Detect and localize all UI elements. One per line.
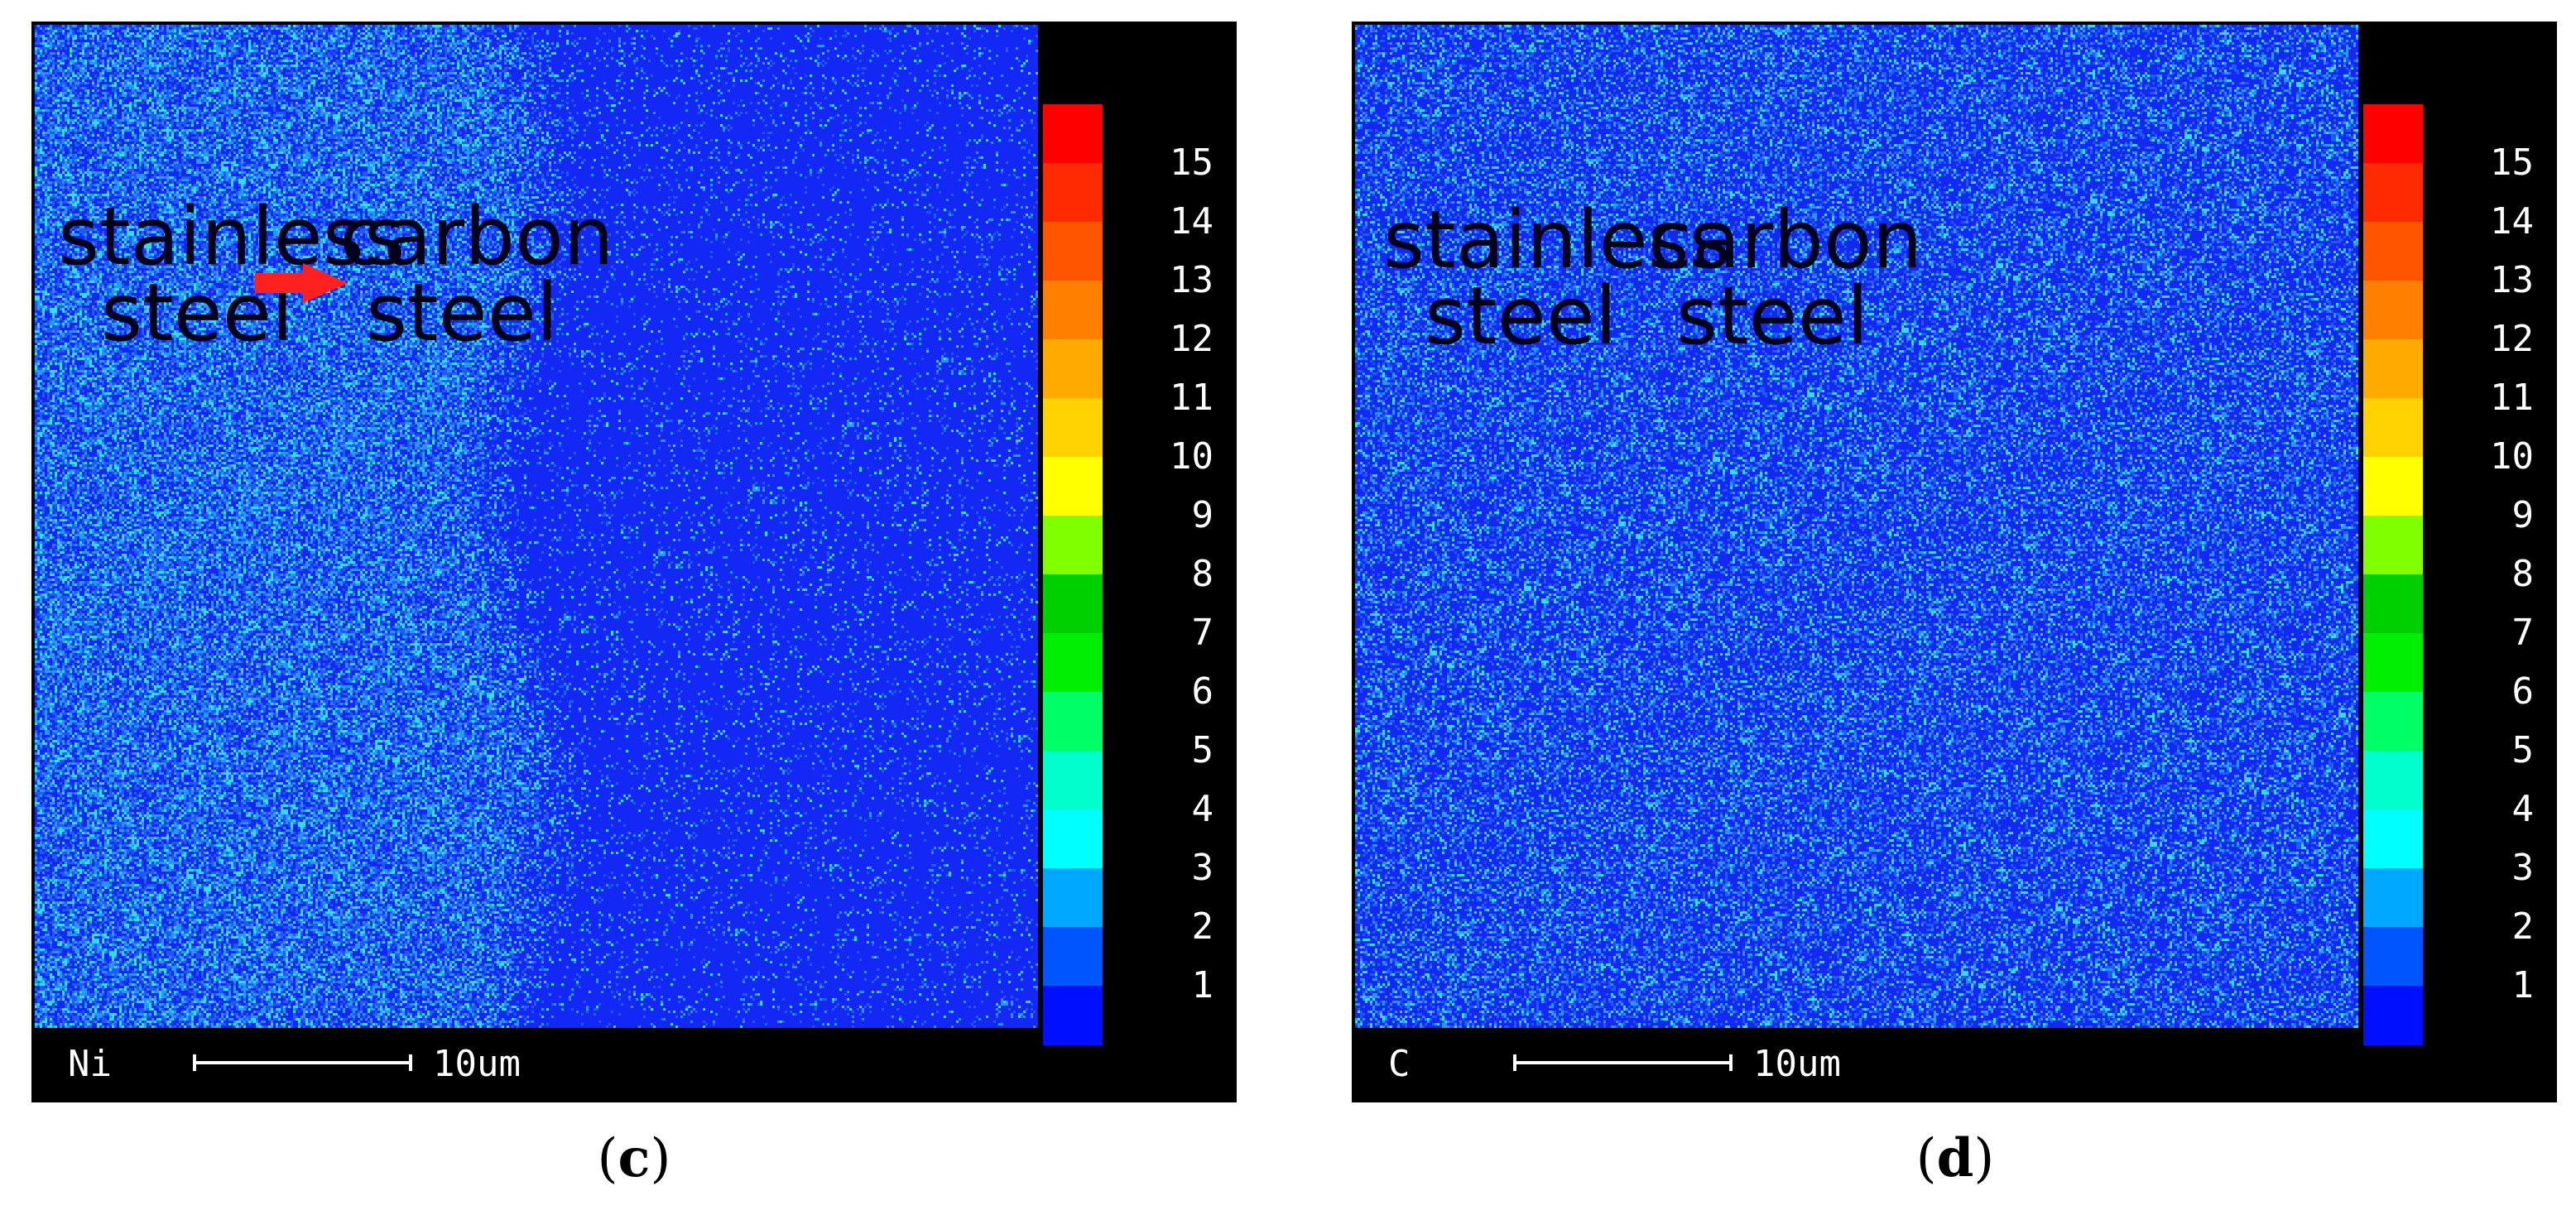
colorbar-swatch <box>1043 751 1103 810</box>
steel-label-right: steel <box>1676 270 1869 363</box>
colorbar-tick-label: 15 <box>1170 142 1214 184</box>
colorbar-tick-label: 1 <box>1191 964 1214 1006</box>
colorbar-swatch <box>2363 457 2423 516</box>
ni-element-map: stainless steel carbon steel <box>35 25 1038 1028</box>
colorbar-tick-label: 5 <box>1191 729 1214 771</box>
colorbar-swatch <box>1043 163 1103 223</box>
colorbar-swatch <box>1043 809 1103 869</box>
colorbar-swatch <box>2363 398 2423 458</box>
scale-row: C 10um <box>1352 1028 2362 1102</box>
stainless-label: stainless <box>58 190 406 283</box>
intensity-colorbar <box>1043 104 1103 1045</box>
caption-d: (d) <box>1915 1127 1995 1189</box>
ni-distribution-image <box>35 25 1038 1028</box>
carbon-label: carbon <box>339 190 614 283</box>
caption-c: (c) <box>597 1127 671 1189</box>
colorbar-swatch <box>1043 692 1103 752</box>
colorbar-tick-label: 12 <box>1170 318 1214 360</box>
colorbar-tick-label: 6 <box>1191 670 1214 713</box>
scale-length: 10um <box>433 1043 521 1085</box>
colorbar-swatch <box>1043 281 1103 340</box>
colorbar-tick-label: 2 <box>2511 905 2535 948</box>
colorbar-swatch <box>2363 986 2423 1045</box>
colorbar-swatch <box>1043 457 1103 516</box>
colorbar-swatch <box>2363 163 2423 223</box>
colorbar-swatch <box>1043 398 1103 458</box>
scale-row: Ni 10um <box>31 1028 1041 1102</box>
colorbar-swatch <box>1043 104 1103 164</box>
intensity-colorbar <box>2363 104 2423 1045</box>
ni-map-panel: stainless steel carbon steel Ni 10um 15 1… <box>31 22 1237 1102</box>
colorbar-tick-label: 13 <box>2490 259 2534 301</box>
colorbar-tick-label: 9 <box>2511 494 2535 536</box>
colorbar-swatch <box>1043 339 1103 399</box>
colorbar-swatch <box>1043 516 1103 575</box>
colorbar-tick-label: 6 <box>2511 670 2535 713</box>
colorbar-tick-label: 4 <box>1191 788 1214 830</box>
colorbar-tick-label: 8 <box>2511 553 2535 595</box>
colorbar-swatch <box>2363 574 2423 634</box>
colorbar-tick-label: 5 <box>2511 729 2535 771</box>
colorbar-tick-label: 14 <box>2490 200 2534 243</box>
colorbar-tick-label: 10 <box>2490 435 2534 478</box>
colorbar-swatch <box>2363 692 2423 752</box>
colorbar-tick-label: 3 <box>1191 847 1214 889</box>
colorbar-swatch <box>2363 809 2423 869</box>
scale-bar <box>193 1054 412 1071</box>
colorbar-tick-label: 1 <box>2511 964 2535 1006</box>
colorbar-swatch <box>1043 222 1103 281</box>
colorbar-swatch <box>1043 574 1103 634</box>
colorbar-tick-label: 13 <box>1170 259 1214 301</box>
steel-label-right: steel <box>366 267 559 359</box>
caption-letter: c <box>618 1127 651 1189</box>
element-symbol: C <box>1388 1043 1411 1085</box>
colorbar-swatch <box>2363 751 2423 810</box>
steel-label-left: steel <box>1425 270 1617 363</box>
colorbar-swatch <box>1043 986 1103 1045</box>
scale-bar <box>1513 1054 1733 1071</box>
c-element-map: stainless steel carbon steel <box>1355 25 2358 1028</box>
colorbar-tick-label: 9 <box>1191 494 1214 536</box>
colorbar-swatch <box>2363 927 2423 987</box>
colorbar-swatch <box>1043 868 1103 928</box>
colorbar-swatch <box>2363 222 2423 281</box>
colorbar-tick-label: 10 <box>1170 435 1214 478</box>
colorbar-tick-label: 4 <box>2511 788 2535 830</box>
interface-arrow-icon <box>255 263 348 303</box>
colorbar-swatch <box>2363 868 2423 928</box>
caption-letter: d <box>1936 1127 1974 1189</box>
colorbar-tick-label: 15 <box>2490 142 2534 184</box>
c-distribution-image <box>1355 25 2358 1028</box>
scale-length: 10um <box>1753 1043 1841 1085</box>
colorbar-tick-label: 12 <box>2490 318 2534 360</box>
element-symbol: Ni <box>68 1043 112 1085</box>
colorbar-swatch <box>1043 633 1103 693</box>
colorbar-tick-label: 11 <box>1170 377 1214 419</box>
colorbar-swatch <box>2363 516 2423 575</box>
carbon-label: carbon <box>1648 194 1923 286</box>
colorbar-swatch <box>2363 104 2423 164</box>
colorbar-tick-label: 7 <box>1191 612 1214 654</box>
colorbar-swatch <box>2363 633 2423 693</box>
colorbar-tick-label: 8 <box>1191 553 1214 595</box>
colorbar-tick-label: 7 <box>2511 612 2535 654</box>
c-map-panel: stainless steel carbon steel C 10um 15 14… <box>1352 22 2557 1102</box>
colorbar-tick-label: 2 <box>1191 905 1214 948</box>
colorbar-tick-label: 3 <box>2511 847 2535 889</box>
colorbar-tick-label: 11 <box>2490 377 2534 419</box>
stainless-label: stainless <box>1383 194 1731 286</box>
colorbar-swatch <box>1043 927 1103 987</box>
colorbar-swatch <box>2363 281 2423 340</box>
colorbar-tick-label: 14 <box>1170 200 1214 243</box>
colorbar-swatch <box>2363 339 2423 399</box>
